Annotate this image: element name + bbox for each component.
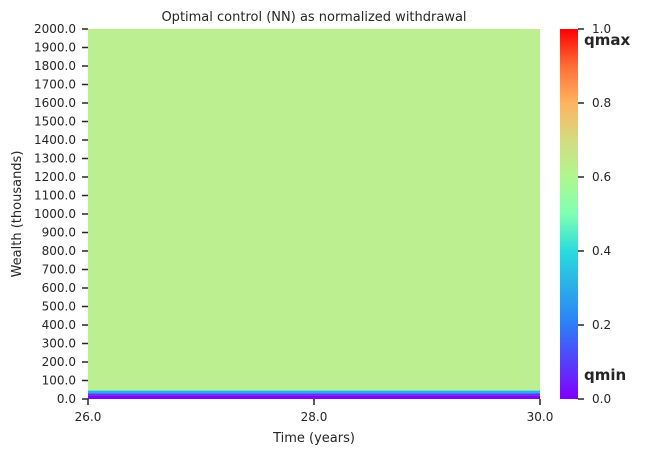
y-tick-label: 500.0 bbox=[42, 300, 76, 314]
x-tick-label: 30.0 bbox=[527, 410, 554, 424]
y-tick-label: 600.0 bbox=[42, 281, 76, 295]
y-tick-label: 700.0 bbox=[42, 263, 76, 277]
x-tick-label: 28.0 bbox=[301, 410, 328, 424]
heatmap-band bbox=[88, 393, 540, 396]
y-tick-label: 300.0 bbox=[42, 337, 76, 351]
heatmap-cells bbox=[88, 29, 540, 399]
y-tick-label: 1900.0 bbox=[34, 41, 76, 55]
y-tick-label: 1200.0 bbox=[34, 170, 76, 184]
colorbar-qmin-label: qmin bbox=[584, 366, 626, 384]
x-tick-label: 26.0 bbox=[75, 410, 102, 424]
x-axis-label: Time (years) bbox=[272, 431, 355, 446]
y-tick-label: 200.0 bbox=[42, 355, 76, 369]
y-tick-label: 1500.0 bbox=[34, 115, 76, 129]
heatmap-band bbox=[88, 29, 540, 390]
y-tick-label: 1700.0 bbox=[34, 78, 76, 92]
colorbar-tick-label: 1.0 bbox=[592, 22, 611, 36]
colorbar-tick-label: 0.8 bbox=[592, 96, 611, 110]
y-tick-label: 400.0 bbox=[42, 318, 76, 332]
heatmap-band bbox=[88, 389, 540, 391]
y-tick-label: 900.0 bbox=[42, 226, 76, 240]
y-axis-label: Wealth (thousands) bbox=[10, 151, 25, 278]
colorbar bbox=[560, 29, 578, 399]
y-tick-label: 1600.0 bbox=[34, 96, 76, 110]
colorbar-tick-label: 0.6 bbox=[592, 170, 611, 184]
colorbar-tick-label: 0.0 bbox=[592, 392, 611, 406]
heatmap-band bbox=[88, 395, 540, 399]
colorbar-tick-label: 0.2 bbox=[592, 318, 611, 332]
colorbar-qmax-label: qmax bbox=[584, 31, 630, 49]
y-tick-label: 1000.0 bbox=[34, 207, 76, 221]
y-tick-label: 1100.0 bbox=[34, 189, 76, 203]
colorbar-tick-label: 0.4 bbox=[592, 244, 611, 258]
colorbar-axis: 0.0 0.2 0.4 0.6 0.8 1.0 bbox=[578, 22, 611, 406]
y-tick-label: 100.0 bbox=[42, 374, 76, 388]
chart-title: Optimal control (NN) as normalized withd… bbox=[161, 10, 466, 25]
y-tick-label: 1300.0 bbox=[34, 152, 76, 166]
y-tick-label: 800.0 bbox=[42, 244, 76, 258]
y-axis: 0.0 100.0 200.0 300.0 400.0 500.0 600.0 700.0 80… bbox=[34, 22, 88, 406]
y-tick-label: 2000.0 bbox=[34, 22, 76, 36]
y-tick-label: 0.0 bbox=[57, 392, 76, 406]
y-tick-label: 1400.0 bbox=[34, 133, 76, 147]
y-tick-label: 1800.0 bbox=[34, 59, 76, 73]
heatmap-band bbox=[88, 390, 540, 394]
x-axis: 26.0 28.0 30.0 bbox=[75, 399, 554, 424]
